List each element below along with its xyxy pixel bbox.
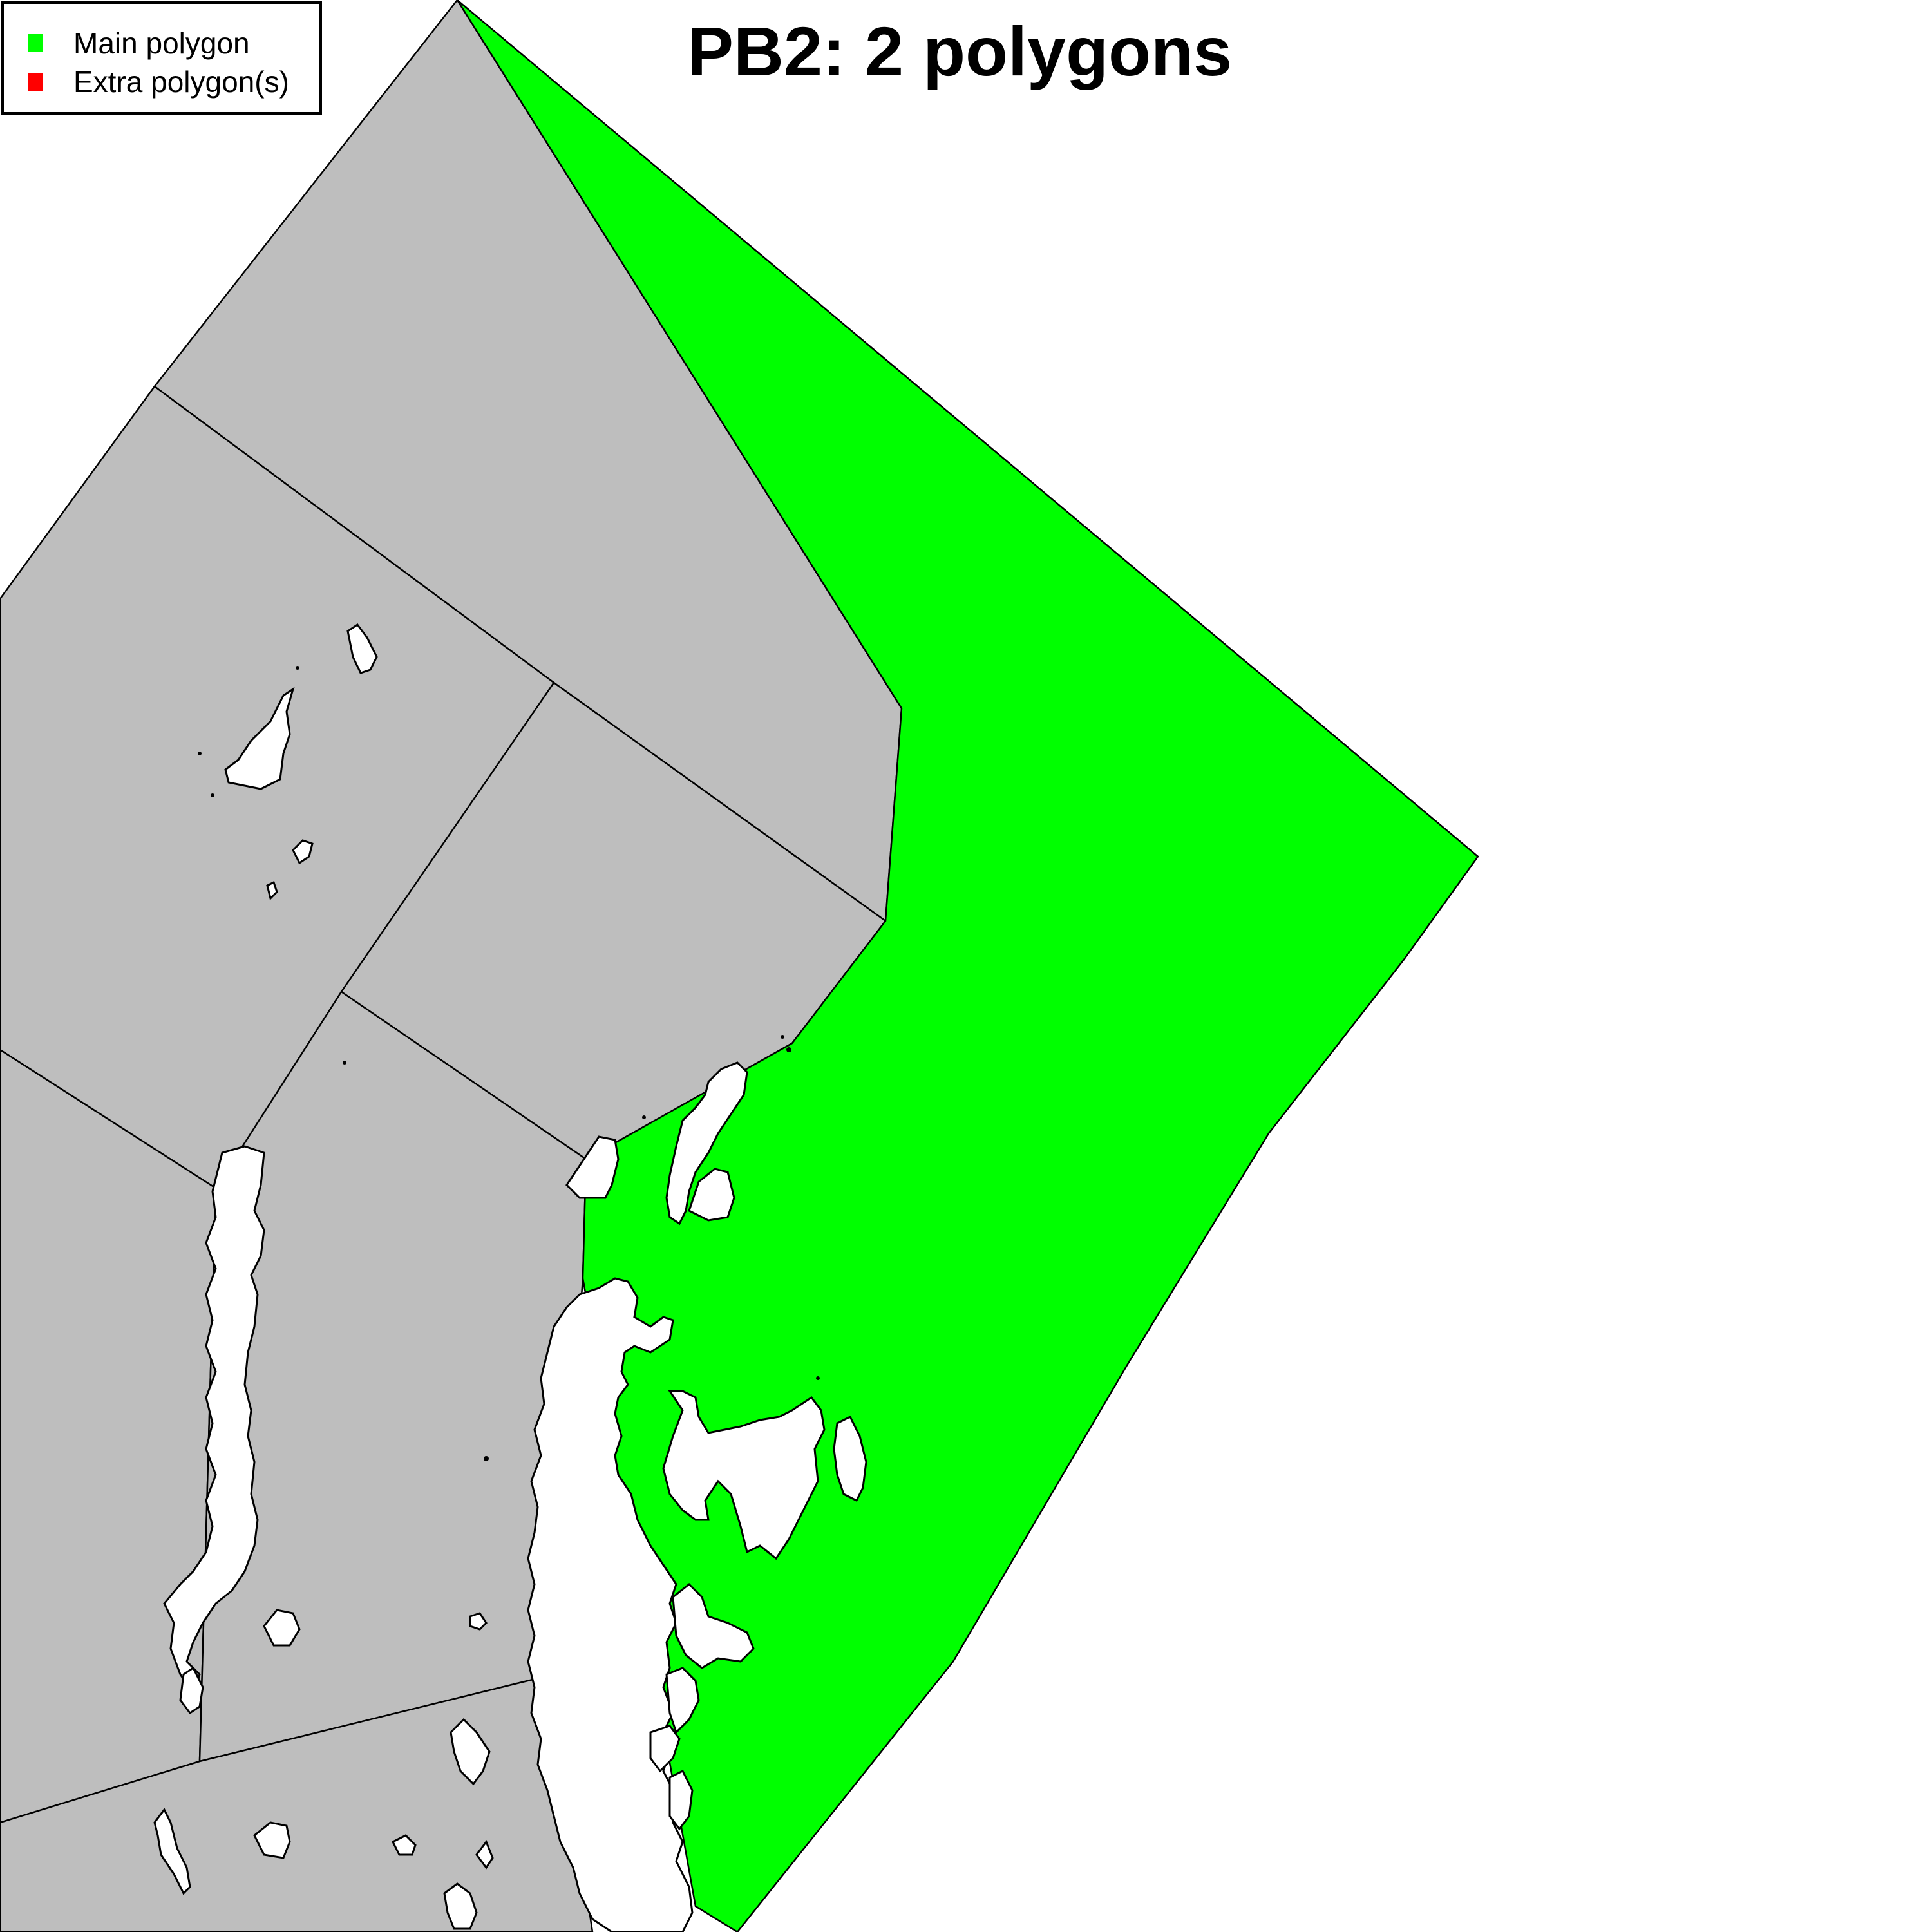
legend-swatch-extra-polygons <box>28 73 43 91</box>
land-masses <box>153 623 867 1932</box>
island-nw-1 <box>346 623 378 674</box>
land-specks <box>198 666 820 1461</box>
land-coast-south-3 <box>649 1725 681 1773</box>
land-coast-south <box>672 1582 755 1669</box>
island-west-south <box>179 1666 204 1715</box>
legend-label-extra-polygons: Extra polygon(s) <box>73 65 289 99</box>
island-small-1 <box>263 1609 301 1647</box>
land-coast-south-2 <box>665 1667 700 1734</box>
land-isle-north-2 <box>688 1168 735 1222</box>
legend-item-main-polygon: Main polygon <box>28 26 250 60</box>
island-nw-4 <box>266 880 278 900</box>
island-small-2 <box>469 1612 488 1631</box>
map-title: PB2: 2 polygons <box>0 13 1932 90</box>
land-peninsula-north <box>665 1061 748 1226</box>
land-isle-north-1 <box>565 1135 620 1199</box>
island-south-6 <box>475 1839 494 1870</box>
island-nw-3 <box>292 839 314 865</box>
island-nw-2 <box>224 687 295 790</box>
island-south-1 <box>153 1808 191 1895</box>
island-south-5 <box>443 1882 478 1930</box>
land-cape-green <box>662 1390 826 1560</box>
legend-swatch-main-polygon <box>28 34 43 52</box>
land-coast-south-4 <box>668 1769 694 1831</box>
legend-label-main-polygon: Main polygon <box>73 26 250 60</box>
island-south-4 <box>391 1834 417 1856</box>
island-south-3 <box>450 1718 491 1786</box>
map-title-text: PB2: 2 polygons <box>687 12 1233 90</box>
legend-item-extra-polygons: Extra polygon(s) <box>28 65 289 99</box>
island-chain-west <box>163 1145 265 1696</box>
land-inlet-east <box>833 1415 867 1502</box>
island-south-2 <box>253 1821 291 1859</box>
grey-areas <box>0 0 903 1932</box>
legend: Main polygon Extra polygon(s) <box>1 1 322 115</box>
